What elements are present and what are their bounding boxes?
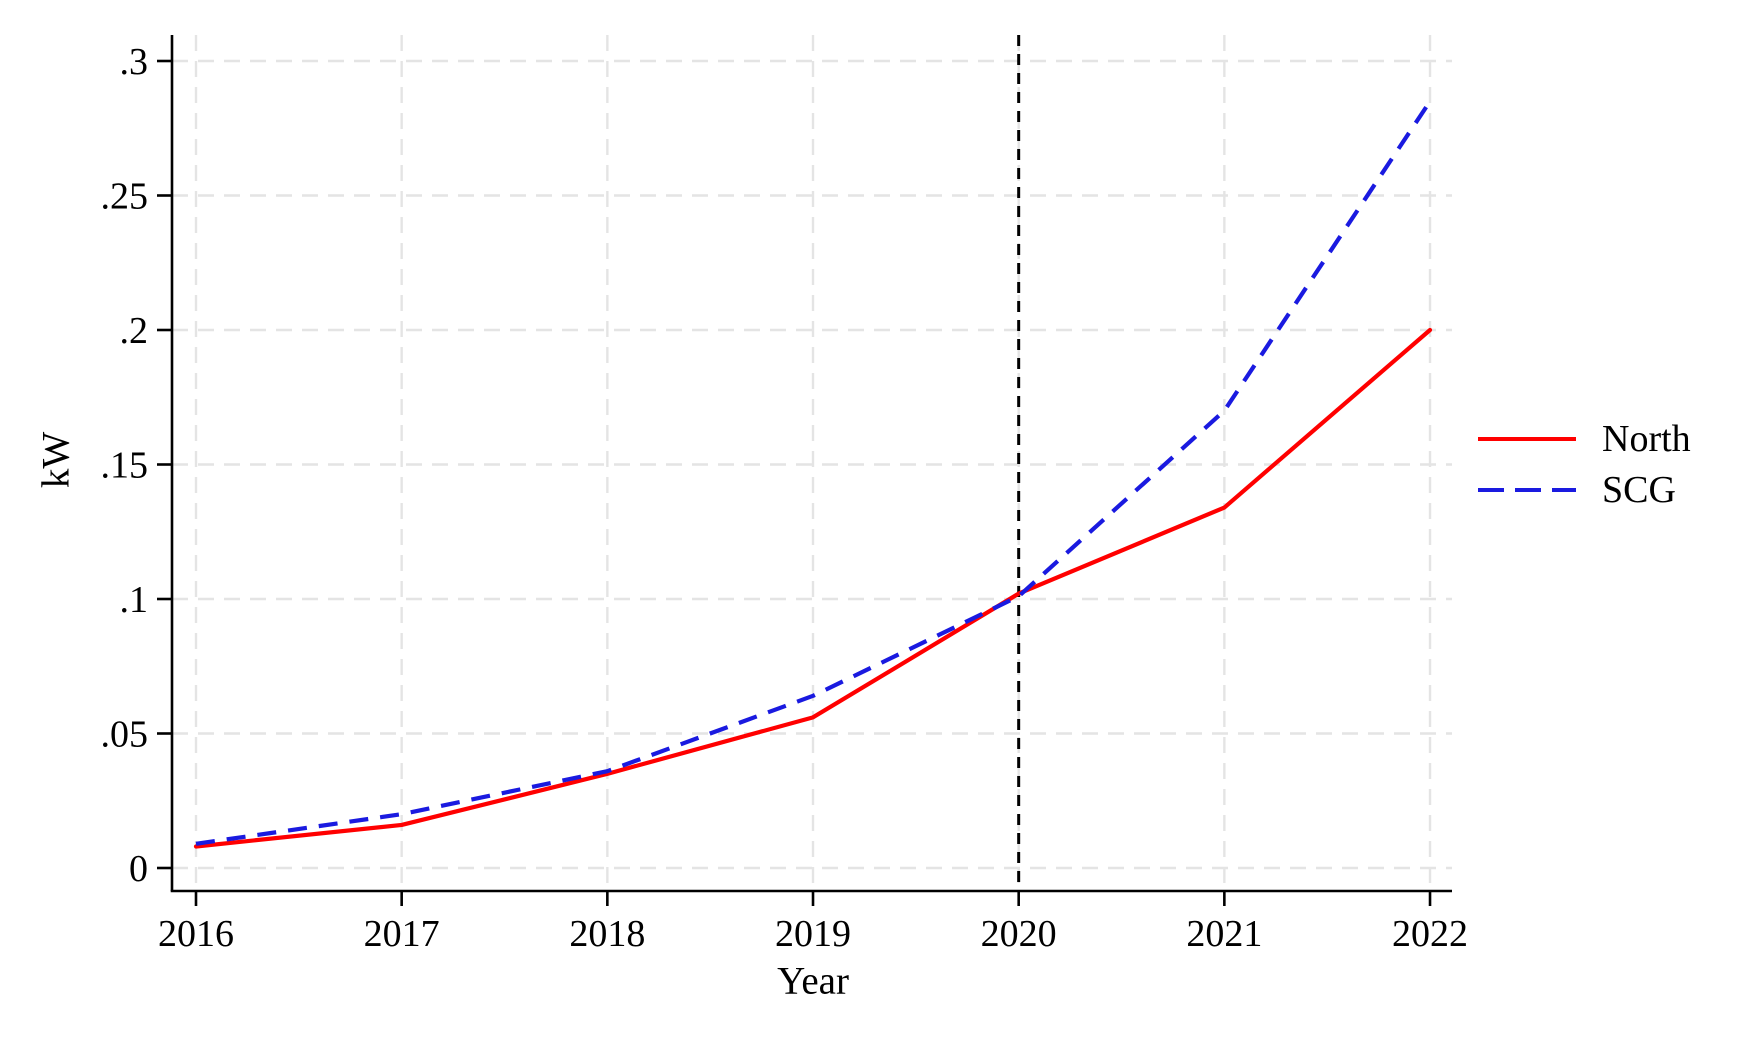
legend-label-scg: SCG [1602,468,1676,511]
y-axis-title: kW [34,431,78,489]
north-solid-line-swatch [1478,436,1576,441]
x-tick-label: 2021 [1186,913,1262,955]
x-tick-label: 2017 [364,913,440,955]
x-axis-title: Year [777,959,849,1003]
legend-item-scg: SCG [1478,464,1691,515]
x-tick-label: 2018 [569,913,645,955]
x-tick-label: 2020 [981,913,1057,955]
legend-label-north: North [1602,417,1691,460]
legend-item-north: North [1478,413,1691,464]
y-tick-label: .25 [101,176,149,218]
y-tick-label: .3 [120,41,149,83]
y-tick-label: 0 [129,848,148,890]
series-line-north [193,327,1433,849]
scg-dashed-line-swatch [1478,487,1576,492]
x-tick-label: 2019 [775,913,851,955]
x-tick-label: 2022 [1392,913,1468,955]
y-tick-label: .05 [101,714,149,756]
y-tick-label: .15 [101,445,149,487]
series-line-scg [195,100,1432,846]
legend: North SCG [1478,413,1691,515]
y-tick-label: .2 [120,310,149,352]
y-tick-label: .1 [120,579,149,621]
x-tick-label: 2016 [158,913,234,955]
